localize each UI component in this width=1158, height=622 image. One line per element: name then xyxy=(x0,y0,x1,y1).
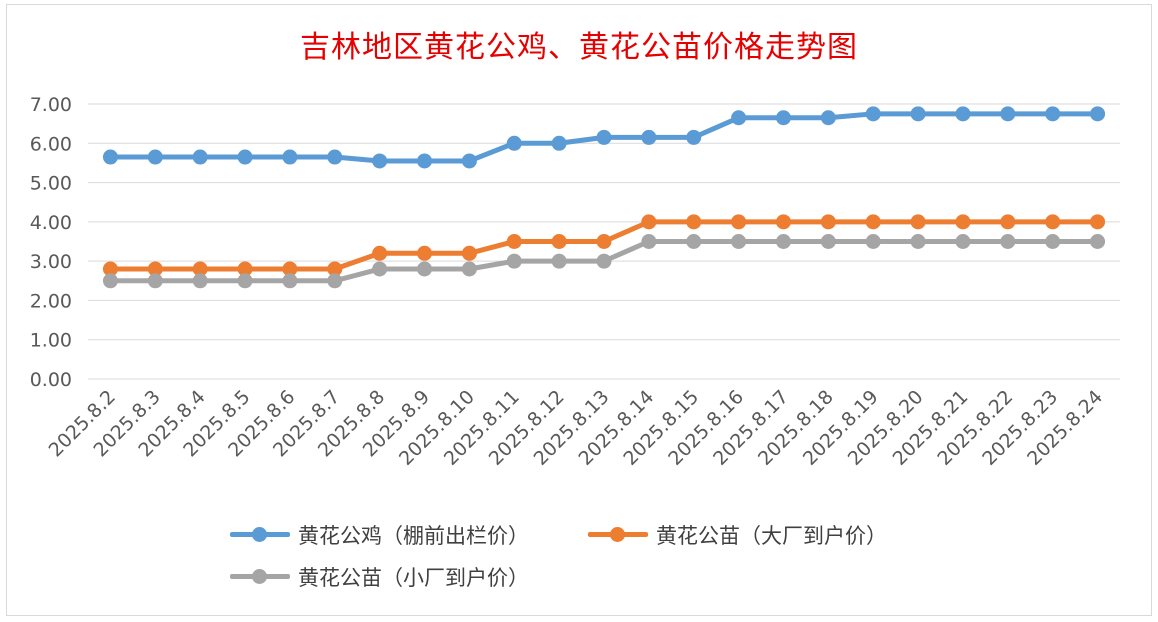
data-point xyxy=(1000,106,1016,122)
data-point xyxy=(775,110,791,126)
data-point xyxy=(641,129,657,145)
data-point xyxy=(192,273,208,289)
data-point xyxy=(1090,214,1106,230)
data-point xyxy=(102,149,118,165)
data-point xyxy=(417,245,433,261)
data-point xyxy=(820,234,836,249)
data-point xyxy=(506,135,522,151)
y-tick-label: 7.00 xyxy=(30,94,72,116)
data-point xyxy=(731,234,747,249)
data-point xyxy=(461,245,477,261)
y-tick-label: 4.00 xyxy=(30,212,72,234)
data-point xyxy=(372,245,388,261)
series-1 xyxy=(102,214,1106,277)
data-point xyxy=(1090,106,1106,122)
data-point xyxy=(372,153,388,169)
data-point xyxy=(147,149,163,165)
series-group xyxy=(102,106,1106,289)
data-point xyxy=(820,110,836,126)
legend-label: 黄花公苗（大厂到户价） xyxy=(656,524,887,548)
data-point xyxy=(237,149,253,165)
data-point xyxy=(327,261,343,277)
y-tick-label: 2.00 xyxy=(30,290,72,312)
data-point xyxy=(461,153,477,169)
data-point xyxy=(686,129,702,145)
data-point xyxy=(820,214,836,230)
y-tick-label: 6.00 xyxy=(30,133,72,155)
legend-item-broiler: 黄花公鸡（棚前出栏价） xyxy=(230,520,529,550)
data-point xyxy=(955,214,971,230)
data-point xyxy=(641,234,657,249)
data-point xyxy=(596,129,612,145)
data-point xyxy=(865,106,881,122)
data-point xyxy=(147,273,163,289)
data-point xyxy=(596,234,612,249)
data-point xyxy=(596,253,612,269)
data-point xyxy=(1000,234,1016,249)
y-tick-label: 5.00 xyxy=(30,173,72,195)
legend-swatch-icon xyxy=(230,523,290,547)
x-axis-labels: 2025.8.22025.8.32025.8.42025.8.52025.8.6… xyxy=(45,386,1108,470)
data-point xyxy=(551,234,567,249)
data-point xyxy=(686,214,702,230)
data-point xyxy=(461,261,477,277)
data-point xyxy=(775,214,791,230)
data-point xyxy=(1000,214,1016,230)
chart-frame xyxy=(6,4,1152,616)
data-point xyxy=(147,261,163,277)
legend-swatch-icon xyxy=(588,523,648,547)
data-point xyxy=(237,261,253,277)
data-point xyxy=(282,149,298,165)
data-point xyxy=(910,214,926,230)
data-point xyxy=(686,234,702,249)
data-point xyxy=(1045,214,1061,230)
legend-label: 黄花公苗（小厂到户价） xyxy=(298,566,529,590)
series-0 xyxy=(102,106,1106,169)
series-2 xyxy=(102,234,1106,289)
data-point xyxy=(641,214,657,230)
data-point xyxy=(865,214,881,230)
data-point xyxy=(506,253,522,269)
data-point xyxy=(955,234,971,249)
data-point xyxy=(417,261,433,277)
chart-title: 吉林地区黄花公鸡、黄花公苗价格走势图 xyxy=(300,30,858,65)
data-point xyxy=(417,153,433,169)
y-tick-label: 0.00 xyxy=(30,369,72,391)
data-point xyxy=(1045,106,1061,122)
data-point xyxy=(551,135,567,151)
y-tick-label: 1.00 xyxy=(30,330,72,352)
y-tick-label: 3.00 xyxy=(30,251,72,273)
legend-label: 黄花公鸡（棚前出栏价） xyxy=(298,524,529,548)
legend-item-chick-small: 黄花公苗（小厂到户价） xyxy=(230,562,529,592)
data-point xyxy=(731,110,747,126)
data-point xyxy=(955,106,971,122)
data-point xyxy=(282,273,298,289)
data-point xyxy=(1045,234,1061,249)
data-point xyxy=(282,261,298,277)
data-point xyxy=(506,234,522,249)
data-point xyxy=(192,149,208,165)
data-point xyxy=(910,234,926,249)
data-point xyxy=(102,261,118,277)
legend-item-chick-large: 黄花公苗（大厂到户价） xyxy=(588,520,887,550)
data-point xyxy=(372,261,388,277)
y-axis-labels: 0.00 1.00 2.00 3.00 4.00 5.00 6.00 7.00 xyxy=(30,94,72,391)
data-point xyxy=(102,273,118,289)
data-point xyxy=(237,273,253,289)
data-point xyxy=(865,234,881,249)
data-point xyxy=(327,149,343,165)
data-point xyxy=(1090,234,1106,249)
data-point xyxy=(551,253,567,269)
data-point xyxy=(327,273,343,289)
data-point xyxy=(910,106,926,122)
data-point xyxy=(731,214,747,230)
data-point xyxy=(192,261,208,277)
data-point xyxy=(775,234,791,249)
legend-swatch-icon xyxy=(230,565,290,589)
